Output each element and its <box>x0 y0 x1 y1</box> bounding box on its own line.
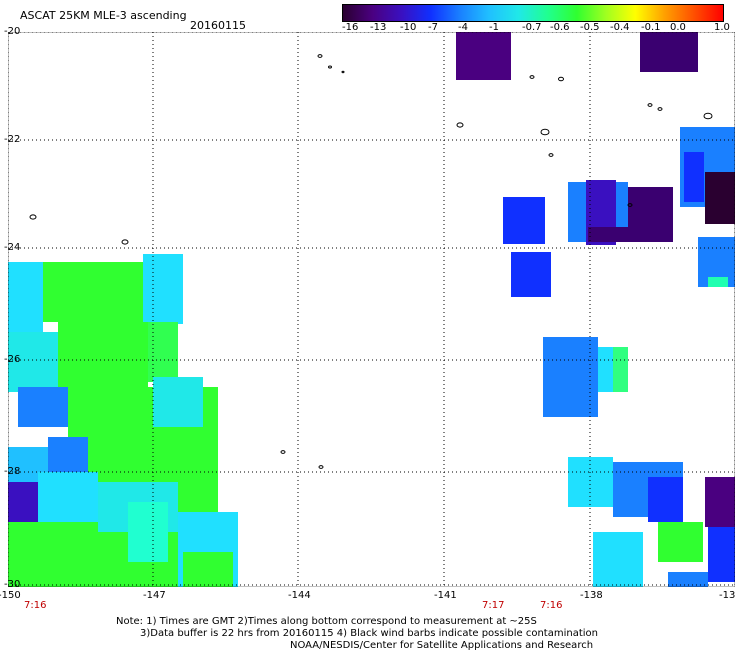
product-title: ASCAT 25KM MLE-3 ascending <box>20 9 187 22</box>
colorbar-tick-label: -10 <box>400 22 417 33</box>
longitude-label: -13 <box>719 590 736 601</box>
island-outline <box>317 54 323 58</box>
wind-cell <box>153 377 203 427</box>
island-outline <box>328 65 332 69</box>
colorbar-tick-label: -0.1 <box>641 22 661 33</box>
island-outline <box>548 153 554 157</box>
island-outline <box>657 107 663 111</box>
longitude-label: -150 <box>0 590 21 601</box>
island-outline <box>540 128 550 136</box>
island-outline <box>456 122 464 128</box>
island-outline <box>318 465 324 469</box>
wind-map <box>8 32 735 587</box>
colorbar-tick-label: -13 <box>370 22 387 33</box>
latitude-label: -24 <box>4 242 21 253</box>
wind-cell <box>640 32 698 72</box>
colorbar-tick-label: -7 <box>428 22 438 33</box>
latitude-label: -26 <box>4 354 21 365</box>
latitude-label: -22 <box>4 134 21 145</box>
wind-cell <box>511 252 551 297</box>
island-outline <box>341 70 345 74</box>
colorbar-tick-label: -0.6 <box>550 22 570 33</box>
islands <box>29 54 713 469</box>
colorbar-tick-label: -4 <box>458 22 468 33</box>
footer-credit: NOAA/NESDIS/Center for Satellite Applica… <box>290 640 594 651</box>
wind-cell <box>38 472 98 522</box>
colorbar-tick-label: 0.0 <box>670 22 686 33</box>
wind-cell <box>668 572 708 587</box>
wind-cell <box>658 522 703 562</box>
wind-cell <box>568 457 613 507</box>
colorbar-tick-label: 1.0 <box>714 22 730 33</box>
longitude-label: -144 <box>288 590 311 601</box>
wind-cells <box>8 32 735 587</box>
graticule <box>8 32 735 587</box>
island-outline <box>558 76 564 82</box>
colorbar-tick-label: -16 <box>342 22 359 33</box>
island-outline <box>647 103 653 107</box>
colorbar-labels: -16 -13 -10 -7 -4 -1 -0.7 -0.6 -0.5 -0.4 -0.1 0.0 1.… <box>338 22 733 36</box>
wind-cell <box>183 552 233 587</box>
island-outline <box>529 75 535 79</box>
wind-cell <box>456 32 511 80</box>
longitude-label: -138 <box>580 590 603 601</box>
island-outline <box>627 203 633 207</box>
footer-note-1: Note: 1) Times are GMT 2)Times along bot… <box>116 616 537 627</box>
wind-cell <box>684 152 704 202</box>
latitude-label: -20 <box>4 26 21 37</box>
time-label: 7:16 <box>540 600 563 611</box>
wind-cell <box>708 527 735 582</box>
latitude-label: -28 <box>4 466 21 477</box>
wind-cell <box>705 477 735 527</box>
wind-cell <box>543 337 598 417</box>
wind-cell <box>613 347 628 392</box>
wind-cell <box>588 227 668 242</box>
footer-note-2: 3)Data buffer is 22 hrs from 20160115 4)… <box>140 628 598 639</box>
wind-cell <box>593 532 643 587</box>
colorbar-tick-label: -1 <box>489 22 499 33</box>
longitude-label: -141 <box>434 590 457 601</box>
wind-cell <box>648 477 683 522</box>
colorbar-tick-label: -0.7 <box>522 22 542 33</box>
time-label: 7:17 <box>482 600 505 611</box>
wind-cell <box>708 277 728 287</box>
island-outline <box>29 214 37 220</box>
island-outline <box>280 450 286 454</box>
product-date: 20160115 <box>190 19 246 32</box>
wind-cell <box>43 262 143 322</box>
wind-cell <box>503 197 545 244</box>
wind-cell <box>18 387 68 427</box>
colorbar-tick-label: -0.5 <box>580 22 600 33</box>
island-outline <box>121 239 129 245</box>
wind-cell <box>8 332 58 392</box>
wind-cell <box>128 502 168 562</box>
time-label: 7:16 <box>24 600 47 611</box>
island-outline <box>703 112 713 120</box>
wind-cell <box>705 172 735 224</box>
latitude-label: -30 <box>4 579 21 590</box>
longitude-label: -147 <box>143 590 166 601</box>
wind-cell <box>8 262 43 332</box>
colorbar <box>342 4 724 22</box>
wind-cell <box>143 254 183 324</box>
colorbar-tick-label: -0.4 <box>610 22 630 33</box>
wind-cell <box>8 482 38 522</box>
